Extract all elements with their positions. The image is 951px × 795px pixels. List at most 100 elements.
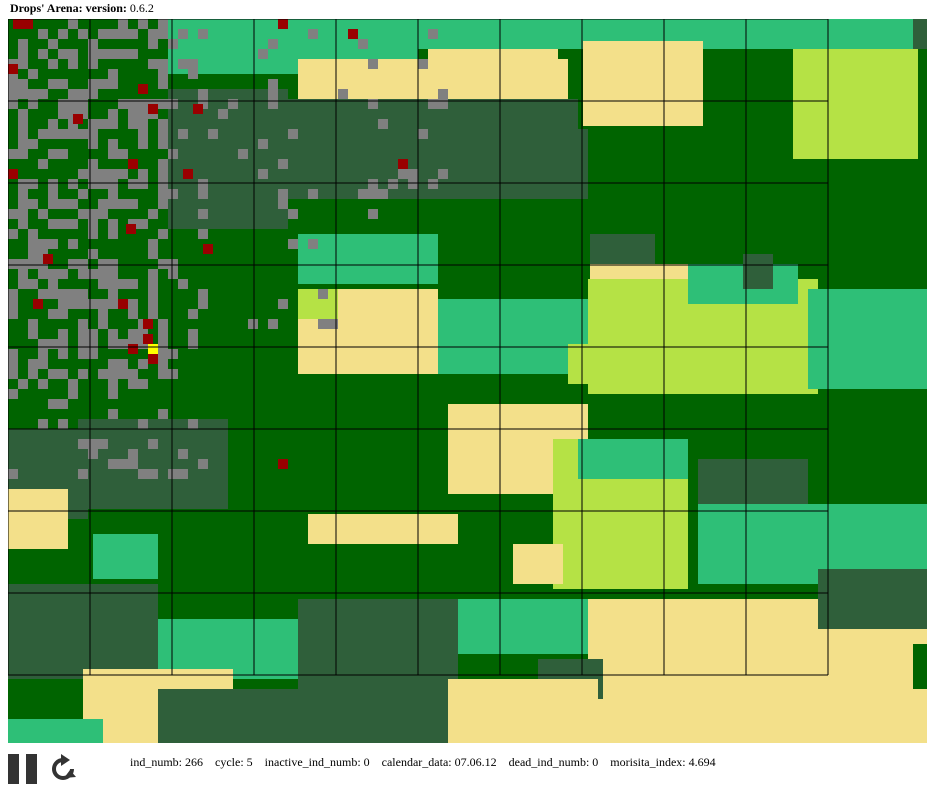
individual bbox=[438, 99, 448, 109]
individual bbox=[118, 149, 128, 159]
dead-individual bbox=[183, 169, 193, 179]
individual bbox=[368, 179, 378, 189]
individual bbox=[128, 109, 138, 119]
individual bbox=[58, 49, 68, 59]
individual bbox=[188, 309, 198, 319]
individual bbox=[278, 189, 288, 199]
dead-individual bbox=[148, 104, 158, 114]
arena-map[interactable] bbox=[8, 19, 927, 743]
individual bbox=[8, 469, 18, 479]
individual bbox=[158, 229, 168, 239]
individual bbox=[138, 19, 148, 29]
individual bbox=[68, 219, 78, 229]
individual bbox=[238, 149, 248, 159]
individual bbox=[168, 469, 178, 479]
individual bbox=[268, 39, 278, 49]
individual bbox=[188, 329, 198, 339]
pause-button[interactable] bbox=[8, 754, 40, 784]
individual bbox=[148, 279, 158, 289]
individual bbox=[88, 139, 98, 149]
individual bbox=[88, 269, 98, 279]
individual bbox=[8, 369, 18, 379]
individual bbox=[88, 249, 98, 259]
individual bbox=[18, 49, 28, 59]
individual bbox=[128, 329, 138, 339]
terrain-patch bbox=[583, 41, 703, 126]
app-name: Drops' Arena: bbox=[10, 1, 83, 15]
individual bbox=[108, 379, 118, 389]
individual bbox=[108, 299, 118, 309]
individual bbox=[358, 189, 368, 199]
individual bbox=[58, 339, 68, 349]
individual bbox=[208, 129, 218, 139]
individual bbox=[188, 419, 198, 429]
individual bbox=[128, 119, 138, 129]
individual bbox=[8, 149, 18, 159]
individual bbox=[28, 279, 38, 289]
individual bbox=[78, 129, 88, 139]
individual bbox=[108, 459, 118, 469]
individual bbox=[88, 439, 98, 449]
individual bbox=[128, 299, 138, 309]
individual bbox=[158, 119, 168, 129]
individual bbox=[158, 29, 168, 39]
reset-button[interactable] bbox=[48, 754, 78, 784]
individual bbox=[118, 279, 128, 289]
dead-individual bbox=[398, 159, 408, 169]
individual bbox=[168, 259, 178, 269]
individual bbox=[58, 419, 68, 429]
individual bbox=[88, 179, 98, 189]
individual bbox=[68, 199, 78, 209]
individual bbox=[98, 209, 108, 219]
individual bbox=[18, 209, 28, 219]
individual bbox=[38, 379, 48, 389]
individual bbox=[28, 259, 38, 269]
dead-individual bbox=[203, 244, 213, 254]
individual bbox=[178, 449, 188, 459]
version-number: 0.6.2 bbox=[129, 1, 154, 15]
individual bbox=[8, 349, 18, 359]
individual bbox=[158, 359, 168, 369]
individual bbox=[88, 119, 98, 129]
individual bbox=[268, 89, 278, 99]
terrain-patch bbox=[458, 599, 588, 654]
individual bbox=[428, 99, 438, 109]
individual bbox=[438, 89, 448, 99]
individual bbox=[38, 129, 48, 139]
individual bbox=[88, 229, 98, 239]
individual bbox=[128, 99, 138, 109]
individual bbox=[48, 369, 58, 379]
individual bbox=[308, 239, 318, 249]
individual bbox=[88, 299, 98, 309]
controls bbox=[8, 752, 88, 786]
individual bbox=[138, 139, 148, 149]
individual bbox=[148, 239, 158, 249]
individual bbox=[158, 59, 168, 69]
individual bbox=[178, 129, 188, 139]
individual bbox=[108, 229, 118, 239]
individual bbox=[8, 229, 18, 239]
individual bbox=[98, 119, 108, 129]
individual bbox=[138, 119, 148, 129]
individual bbox=[108, 149, 118, 159]
individual bbox=[38, 29, 48, 39]
individual bbox=[58, 99, 68, 109]
individual bbox=[48, 129, 58, 139]
terrain-patch bbox=[8, 719, 103, 743]
individual bbox=[148, 209, 158, 219]
individual bbox=[188, 339, 198, 349]
individual bbox=[68, 59, 78, 69]
individual bbox=[88, 349, 98, 359]
individual bbox=[108, 369, 118, 379]
individual bbox=[108, 139, 118, 149]
dead-individual bbox=[278, 19, 288, 29]
terrain-patch bbox=[298, 599, 458, 699]
individual bbox=[88, 169, 98, 179]
dead-individual bbox=[8, 64, 18, 74]
stat-ind-numb: ind_numb: 266 bbox=[130, 755, 204, 769]
individual bbox=[148, 469, 158, 479]
terrain-patch bbox=[298, 234, 438, 284]
individual bbox=[118, 339, 128, 349]
terrain-patch bbox=[818, 569, 927, 629]
individual bbox=[48, 239, 58, 249]
